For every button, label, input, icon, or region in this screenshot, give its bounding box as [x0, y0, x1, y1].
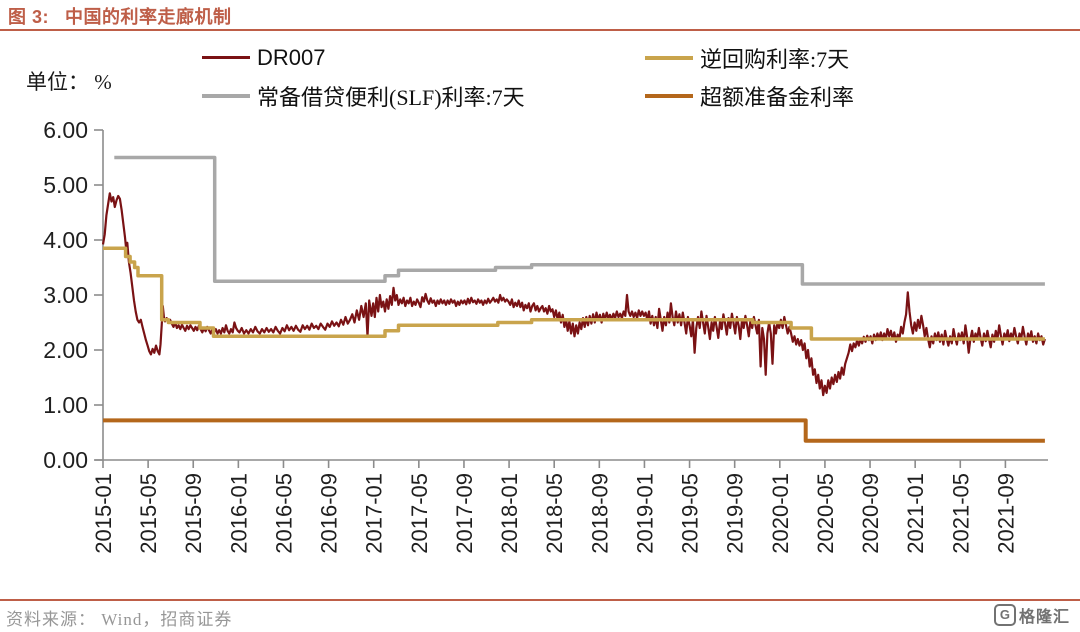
y-tick-label: 3.00 — [43, 282, 88, 308]
footer-divider — [0, 599, 1080, 601]
x-tick-label: 2018-09 — [587, 473, 612, 554]
series-repo7d — [103, 246, 1045, 341]
x-tick-label: 2019-01 — [632, 473, 657, 554]
y-tick-label: 6.00 — [43, 120, 88, 143]
legend-label-dr007: DR007 — [257, 44, 326, 70]
legend-swatch-excess-reserve — [645, 93, 693, 98]
x-tick-label: 2021-05 — [948, 473, 973, 554]
figure-title-text: 中国的利率走廊机制 — [65, 7, 232, 27]
x-tick-label: 2019-05 — [678, 473, 703, 554]
y-tick-label: 5.00 — [43, 172, 88, 198]
y-tick-label: 4.00 — [43, 227, 88, 253]
figure-number-label: 图 3: — [8, 7, 50, 27]
x-tick-label: 2015-09 — [181, 473, 206, 554]
x-tick-label: 2020-05 — [813, 473, 838, 554]
gelonghui-logo-icon: G — [993, 604, 1016, 626]
legend-label-reverse-repo: 逆回购利率:7天 — [700, 46, 850, 72]
x-tick-label: 2017-09 — [452, 473, 477, 554]
series-excess — [103, 418, 1045, 443]
x-tick-label: 2020-09 — [858, 473, 883, 554]
series-slf7d — [114, 155, 1045, 286]
legend-swatch-dr007 — [202, 56, 250, 59]
x-tick-label: 2015-05 — [136, 473, 161, 554]
y-tick-label: 1.00 — [43, 392, 88, 418]
rate-corridor-chart: 0.00 1.00 2.00 3.00 4.00 5.00 6.00 2015-01 2015-… — [43, 120, 1048, 554]
series-dr007 — [101, 192, 1046, 397]
legend-item-excess-reserve: 超额准备金利率 — [645, 82, 855, 110]
x-tick-label: 2016-05 — [271, 473, 296, 554]
gelonghui-logo: G 格隆汇 — [993, 603, 1070, 627]
y-tick-label: 2.00 — [43, 337, 88, 363]
x-tick-label: 2021-09 — [993, 473, 1018, 554]
legend-label-excess-reserve: 超额准备金利率 — [700, 84, 855, 110]
x-tick-label: 2021-01 — [903, 473, 928, 554]
legend-label-slf: 常备借贷便利(SLF)利率:7天 — [257, 84, 525, 110]
chart-legend: DR007 逆回购利率:7天 常备借贷便利(SLF)利率:7天 超额准备金利率 — [202, 44, 855, 110]
legend-item-dr007: DR007 — [202, 44, 645, 71]
title-divider — [0, 29, 1080, 31]
y-tick-label: 0.00 — [43, 447, 88, 473]
x-tick-label: 2016-09 — [317, 473, 342, 554]
unit-label: 单位： % — [26, 70, 112, 94]
x-tick-label: 2019-09 — [723, 473, 748, 554]
legend-item-slf: 常备借贷便利(SLF)利率:7天 — [202, 82, 645, 110]
x-tick-label: 2018-05 — [542, 473, 567, 554]
x-tick-label: 2016-01 — [226, 473, 251, 554]
x-tick-label: 2020-01 — [768, 473, 793, 554]
source-label: 资料来源： Wind，招商证券 — [6, 610, 233, 629]
x-tick-label: 2018-01 — [497, 473, 522, 554]
legend-swatch-slf — [202, 93, 250, 98]
page-title: 图 3: 中国的利率走廊机制 — [8, 3, 232, 29]
legend-swatch-reverse-repo — [645, 55, 693, 60]
x-tick-label: 2015-01 — [91, 473, 116, 554]
x-tick-label: 2017-05 — [407, 473, 432, 554]
x-tick-label: 2017-01 — [362, 473, 387, 554]
gelonghui-logo-text: 格隆汇 — [1018, 609, 1070, 626]
legend-item-reverse-repo: 逆回购利率:7天 — [645, 44, 854, 72]
